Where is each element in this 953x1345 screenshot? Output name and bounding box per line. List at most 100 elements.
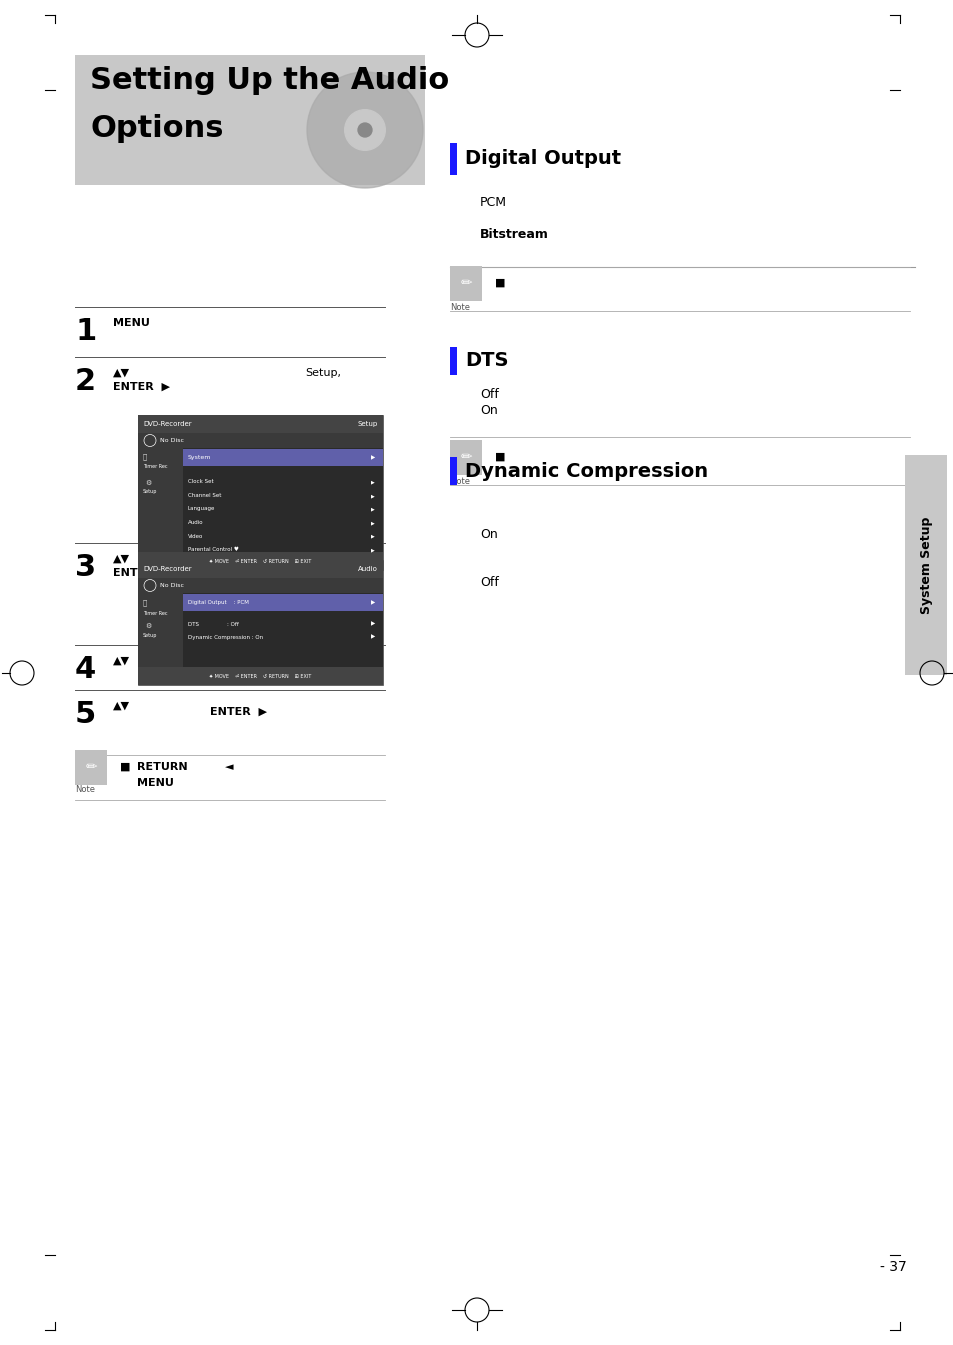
Bar: [450, 347, 456, 375]
Circle shape: [344, 110, 385, 151]
Text: Clock Set: Clock Set: [188, 480, 213, 484]
Bar: [75, 55, 424, 186]
Text: - 37: - 37: [879, 1260, 905, 1274]
Text: DTS                : Off: DTS : Off: [188, 621, 238, 627]
Text: ▶: ▶: [371, 600, 375, 605]
Text: Audio: Audio: [188, 521, 203, 525]
Text: Bitstream: Bitstream: [479, 229, 548, 242]
Circle shape: [307, 73, 422, 188]
Text: MENU: MENU: [112, 317, 150, 328]
Text: ▶: ▶: [371, 534, 375, 538]
Text: ENTER  ▶: ENTER ▶: [112, 382, 170, 391]
Text: ▶: ▶: [371, 521, 375, 525]
Text: Setup,: Setup,: [305, 369, 340, 378]
Text: Channel Set: Channel Set: [188, 494, 221, 498]
Bar: [138, 560, 382, 578]
Bar: [138, 416, 382, 570]
Bar: [904, 455, 946, 675]
Text: Language: Language: [188, 507, 215, 511]
Text: No Disc: No Disc: [160, 438, 184, 443]
Text: Note: Note: [75, 785, 95, 795]
Text: ▲▼: ▲▼: [112, 554, 130, 564]
Bar: [138, 578, 382, 593]
Text: ✏: ✏: [459, 276, 472, 291]
Text: Setup: Setup: [357, 421, 377, 426]
Text: ▶: ▶: [371, 507, 375, 511]
Bar: [138, 448, 183, 570]
Text: 1: 1: [75, 317, 96, 346]
Text: ▶: ▶: [371, 455, 375, 460]
Text: ENTER  ▶: ENTER ▶: [210, 707, 267, 717]
Bar: [450, 266, 481, 301]
Text: Timer Rec: Timer Rec: [143, 611, 168, 616]
Text: ■: ■: [495, 278, 505, 288]
Text: ▲▼: ▲▼: [112, 701, 130, 712]
Text: Digital Output    : PCM: Digital Output : PCM: [188, 600, 249, 605]
Text: RETURN: RETURN: [137, 763, 188, 772]
Text: 2: 2: [75, 367, 96, 395]
Text: ⚙: ⚙: [145, 480, 152, 486]
Text: ✦ MOVE    ⏎ ENTER    ↺ RETURN    ⊞ EXIT: ✦ MOVE ⏎ ENTER ↺ RETURN ⊞ EXIT: [209, 558, 312, 564]
Text: Audio: Audio: [305, 554, 336, 564]
Bar: [138, 551, 382, 570]
Text: Options: Options: [90, 114, 223, 143]
Bar: [183, 594, 382, 611]
Text: ✏: ✏: [85, 760, 96, 773]
Text: ▶: ▶: [371, 494, 375, 498]
Bar: [450, 440, 481, 475]
Text: Video: Video: [188, 534, 203, 538]
Text: ▲▼: ▲▼: [112, 369, 130, 378]
Text: Audio: Audio: [357, 566, 377, 572]
Bar: [75, 751, 107, 785]
Text: PCM: PCM: [479, 196, 506, 210]
Text: ⏱: ⏱: [143, 600, 147, 607]
Text: On: On: [479, 529, 497, 542]
Text: ◄: ◄: [225, 763, 233, 772]
Text: DVD-Recorder: DVD-Recorder: [143, 566, 192, 572]
Text: Off: Off: [479, 577, 498, 589]
Text: MENU: MENU: [137, 777, 173, 788]
Text: ENTER  ▶: ENTER ▶: [112, 568, 170, 578]
Bar: [138, 593, 183, 685]
Text: 4: 4: [75, 655, 96, 685]
Text: System Setup: System Setup: [919, 516, 931, 613]
Text: Dynamic Compression : On: Dynamic Compression : On: [188, 635, 263, 639]
Text: ⏱: ⏱: [143, 453, 147, 460]
Text: 5: 5: [75, 699, 96, 729]
Text: 3: 3: [75, 553, 96, 582]
Text: Timer Rec: Timer Rec: [143, 464, 168, 469]
Text: Setting Up the Audio: Setting Up the Audio: [90, 66, 449, 95]
Text: ENTER  ▶: ENTER ▶: [210, 662, 267, 672]
Text: Setup: Setup: [143, 633, 157, 639]
Text: Off: Off: [479, 389, 498, 402]
Bar: [450, 143, 456, 175]
Text: On: On: [479, 404, 497, 417]
Circle shape: [357, 122, 372, 137]
Text: Note: Note: [450, 304, 470, 312]
Bar: [138, 667, 382, 685]
Text: ⚙: ⚙: [145, 623, 152, 629]
Text: Digital Output: Digital Output: [464, 148, 620, 168]
Text: DVD-Recorder: DVD-Recorder: [143, 421, 192, 426]
Text: ✦ MOVE    ⏎ ENTER    ↺ RETURN    ⊞ EXIT: ✦ MOVE ⏎ ENTER ↺ RETURN ⊞ EXIT: [209, 674, 312, 678]
Text: ■: ■: [120, 763, 131, 772]
Text: ▶: ▶: [371, 547, 375, 551]
Text: System: System: [188, 455, 212, 460]
Bar: [138, 416, 382, 433]
Text: ▶: ▶: [371, 635, 375, 639]
Bar: [138, 560, 382, 685]
Text: ■: ■: [495, 452, 505, 461]
Text: Parental Control ♥: Parental Control ♥: [188, 547, 238, 551]
Text: ✏: ✏: [459, 451, 472, 464]
Text: ▶: ▶: [371, 621, 375, 627]
Bar: [183, 449, 382, 465]
Bar: [450, 457, 456, 486]
Text: Dynamic Compression: Dynamic Compression: [464, 461, 707, 480]
Text: Setup: Setup: [143, 490, 157, 495]
Text: Note: Note: [450, 477, 470, 487]
Text: ▲▼: ▲▼: [112, 656, 130, 666]
Text: ▶: ▶: [371, 480, 375, 484]
Text: DTS: DTS: [464, 351, 508, 370]
Text: No Disc: No Disc: [160, 582, 184, 588]
Bar: [138, 433, 382, 448]
